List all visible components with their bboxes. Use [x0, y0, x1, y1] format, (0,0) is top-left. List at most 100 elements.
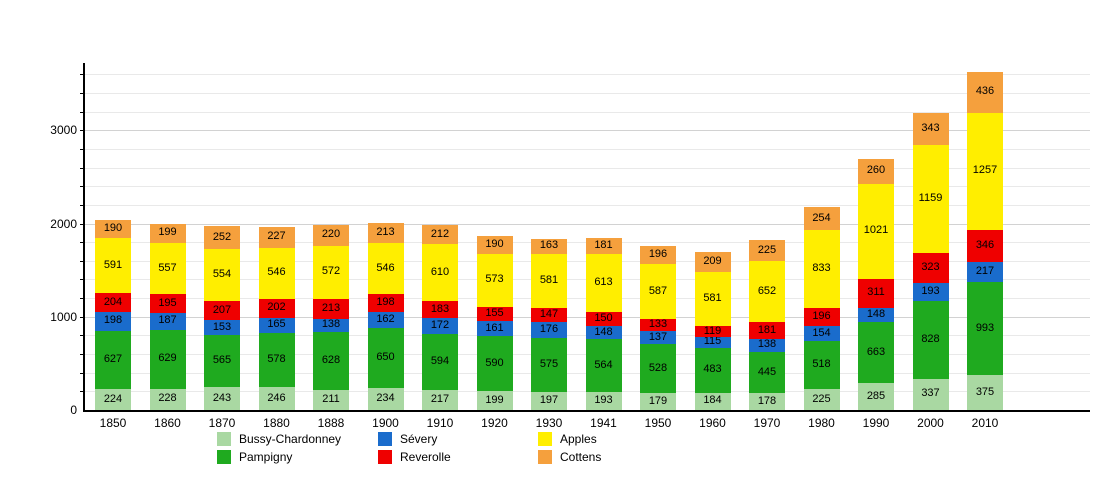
bar-segment-s-very-1920 [476, 321, 513, 337]
bar-segment-bussy-chardonney-1888 [313, 390, 349, 410]
bar-segment-apples-1850 [95, 238, 131, 294]
gridline-y-2600 [85, 167, 1090, 169]
gridline-y-3600 [85, 74, 1090, 76]
bar-segment-bussy-chardonney-2010 [967, 375, 1003, 410]
bar-segment-reverolle-1970 [749, 322, 785, 340]
bar-segment-reverolle-2000 [912, 253, 949, 284]
bar-segment-s-very-1930 [531, 321, 567, 338]
gridline-y-2800 [85, 148, 1090, 150]
bar-segment-pampigny-1990 [858, 321, 894, 384]
bar-segment-s-very-1910 [422, 318, 458, 335]
bar-segment-reverolle-1980 [803, 308, 840, 327]
bar-segment-s-very-1990 [858, 307, 894, 322]
bar-segment-cottens-1888 [313, 225, 349, 246]
legend-label: Reverolle [400, 450, 451, 464]
bar-segment-reverolle-1920 [476, 306, 513, 322]
y-axis-label-3000: 3000 [50, 123, 77, 138]
legend-label: Pampigny [239, 450, 293, 464]
bar-segment-cottens-1910 [422, 224, 458, 245]
bar-segment-reverolle-2010 [967, 229, 1003, 263]
bar-segment-apples-1870 [204, 249, 240, 302]
bar-segment-s-very-1850 [95, 312, 131, 331]
bar-segment-cottens-1990 [858, 159, 894, 184]
legend-swatch [217, 450, 231, 464]
x-axis-label-2010: 2010 [971, 416, 999, 430]
bar-segment-reverolle-1910 [422, 301, 458, 319]
x-axis-label-1850: 1850 [99, 416, 127, 430]
legend-item-pampigny: Pampigny [217, 450, 292, 464]
legend-label: Sévery [400, 432, 438, 446]
bar-segment-bussy-chardonney-1970 [749, 393, 785, 410]
x-axis-label-1860: 1860 [154, 416, 181, 430]
y-tick-3000 [80, 130, 85, 132]
legend-item-apples: Apples [538, 432, 597, 446]
y-tick-600 [80, 354, 85, 356]
bar-segment-pampigny-1930 [531, 338, 567, 392]
bar-segment-bussy-chardonney-1920 [476, 391, 513, 410]
bar-segment-reverolle-1880 [258, 298, 295, 318]
bar-segment-pampigny-1970 [749, 351, 785, 394]
bar-segment-pampigny-1880 [258, 333, 295, 388]
bar-segment-cottens-1850 [95, 220, 131, 239]
x-axis-label-1880: 1880 [263, 416, 290, 430]
legend-item-reverolle: Reverolle [378, 450, 451, 464]
bar-segment-pampigny-2000 [912, 301, 949, 379]
bar-segment-cottens-1860 [149, 223, 186, 243]
bar-segment-bussy-chardonney-1950 [640, 393, 676, 410]
x-axis-label-1920: 1920 [481, 416, 508, 430]
bar-segment-reverolle-1950 [640, 318, 676, 332]
legend-label: Bussy-Chardonney [239, 432, 342, 446]
bar-segment-pampigny-1920 [476, 336, 513, 392]
y-axis-label-2000: 2000 [50, 216, 77, 231]
bar-segment-pampigny-1860 [149, 330, 186, 389]
bar-segment-bussy-chardonney-1880 [258, 387, 295, 410]
bar-segment-s-very-1860 [149, 312, 186, 331]
x-axis-label-1941: 1941 [590, 416, 617, 430]
x-axis-label-1970: 1970 [753, 416, 781, 430]
y-tick-2000 [80, 223, 85, 225]
gridline-y-2400 [85, 186, 1090, 188]
y-tick-400 [80, 372, 85, 374]
gridline-y-2200 [85, 204, 1090, 206]
x-axis-label-1950: 1950 [644, 416, 672, 430]
bar-segment-apples-1880 [258, 248, 295, 299]
bar-segment-cottens-1920 [476, 235, 513, 254]
bar-segment-s-very-1888 [313, 318, 349, 332]
bar-segment-bussy-chardonney-1990 [858, 383, 894, 410]
legend-swatch [378, 432, 392, 446]
bar-segment-pampigny-1960 [694, 347, 731, 393]
bar-segment-s-very-1900 [367, 312, 404, 328]
bar-segment-apples-1860 [149, 242, 186, 295]
bar-segment-pampigny-1900 [367, 327, 404, 389]
bar-segment-pampigny-1850 [95, 330, 131, 390]
legend-item-bussy-chardonney: Bussy-Chardonney [217, 432, 341, 446]
bar-segment-cottens-1950 [640, 245, 676, 265]
y-tick-1400 [80, 279, 85, 281]
bar-segment-cottens-1900 [367, 223, 404, 244]
bar-segment-s-very-1980 [803, 326, 840, 341]
y-tick-200 [80, 391, 85, 393]
bar-segment-bussy-chardonney-1870 [204, 387, 240, 410]
bar-segment-bussy-chardonney-1941 [585, 392, 622, 410]
bar-segment-apples-2000 [912, 145, 949, 254]
bar-segment-reverolle-1990 [858, 278, 894, 308]
bar-segment-s-very-1970 [749, 339, 785, 352]
bar-segment-apples-1960 [694, 271, 731, 326]
bar-segment-cottens-2010 [967, 72, 1003, 113]
legend-label: Cottens [560, 450, 602, 464]
x-axis-label-1910: 1910 [426, 416, 454, 430]
y-tick-3200 [80, 111, 85, 113]
y-tick-3400 [80, 92, 85, 94]
bar-segment-reverolle-1860 [149, 294, 186, 313]
gridline-y-3000 [85, 130, 1090, 132]
x-axis-label-1990: 1990 [862, 416, 890, 430]
bar-segment-s-very-1880 [258, 317, 295, 334]
bar-segment-cottens-1941 [585, 237, 622, 255]
bar-segment-bussy-chardonney-1980 [803, 389, 840, 410]
bar-segment-apples-1980 [803, 230, 840, 309]
bar-segment-cottens-1960 [694, 252, 731, 272]
x-axis-label-1888: 1888 [317, 416, 345, 430]
bar-segment-apples-1888 [313, 245, 349, 300]
bar-segment-apples-1900 [367, 243, 404, 294]
bar-segment-s-very-1941 [585, 325, 622, 340]
